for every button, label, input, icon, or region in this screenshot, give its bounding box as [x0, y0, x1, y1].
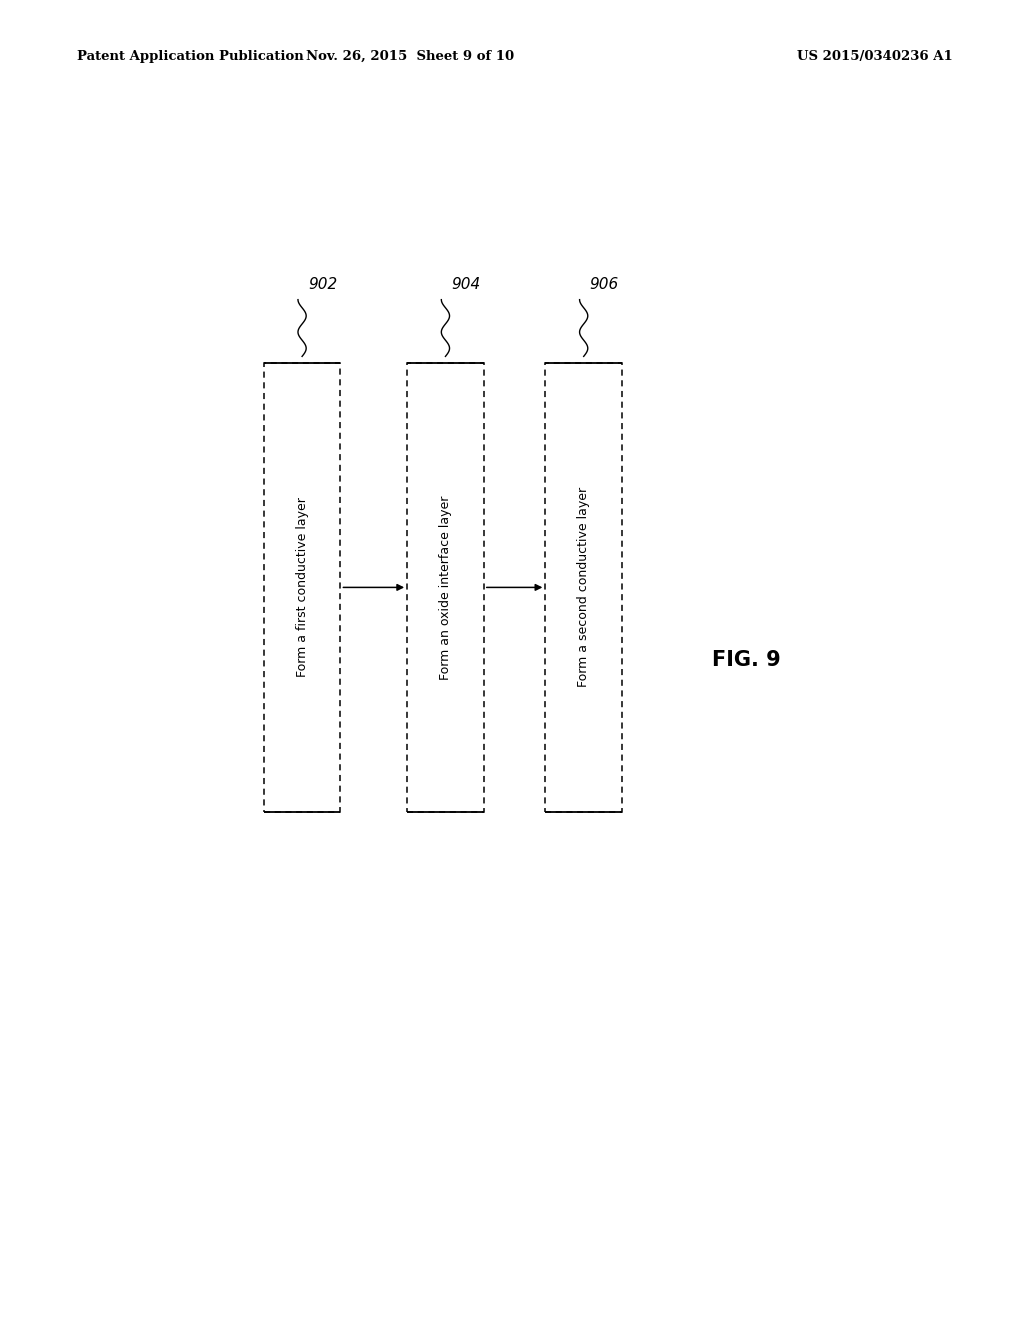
- Bar: [545, 363, 622, 812]
- Text: Form an oxide interface layer: Form an oxide interface layer: [439, 495, 452, 680]
- Text: FIG. 9: FIG. 9: [712, 649, 780, 671]
- Text: Form a first conductive layer: Form a first conductive layer: [296, 498, 308, 677]
- Text: 904: 904: [452, 277, 481, 292]
- Text: US 2015/0340236 A1: US 2015/0340236 A1: [797, 50, 952, 63]
- Text: Form a second conductive layer: Form a second conductive layer: [578, 487, 590, 688]
- Text: Patent Application Publication: Patent Application Publication: [77, 50, 303, 63]
- Bar: [408, 363, 484, 812]
- Text: 906: 906: [590, 277, 620, 292]
- Text: 902: 902: [308, 277, 338, 292]
- Bar: [264, 363, 340, 812]
- Text: Nov. 26, 2015  Sheet 9 of 10: Nov. 26, 2015 Sheet 9 of 10: [305, 50, 514, 63]
